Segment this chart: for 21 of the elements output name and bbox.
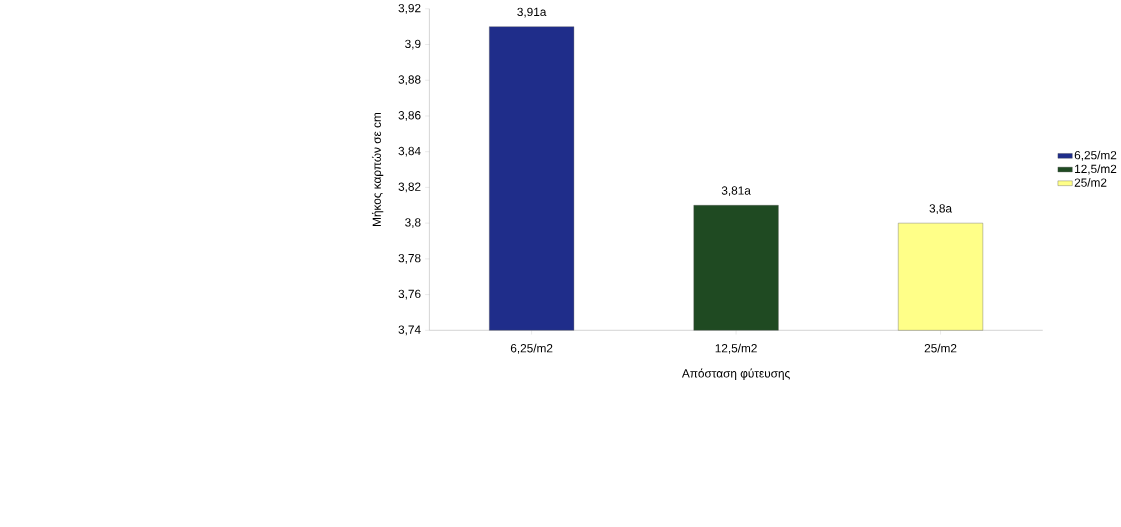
y-tick-label: 3,86	[398, 111, 421, 121]
legend-label: 6,25/m2	[1074, 150, 1117, 161]
y-tick-label: 3,88	[398, 75, 421, 86]
x-tick-label: 12,5/m2	[715, 343, 757, 354]
y-tick-label: 3,74	[398, 325, 421, 336]
y-tick-label: 3,84	[398, 146, 421, 157]
legend-label: 12,5/m2	[1075, 164, 1117, 175]
data-label: 3,91a	[517, 7, 547, 18]
y-tick-label: 3,82	[398, 182, 421, 193]
y-tick-label: 3,92	[398, 4, 421, 14]
data-label: 3,81a	[721, 186, 751, 197]
x-axis-title: Απόσταση φύτευσης	[681, 368, 790, 381]
y-tick-label: 3,78	[398, 254, 421, 264]
data-label: 3,8a	[929, 204, 953, 215]
y-tick-label: 3,9	[405, 39, 421, 50]
y-axis-title: Μήκος καρπών σε cm	[371, 113, 384, 227]
x-tick-label: 6,25/m2	[510, 343, 553, 354]
legend-label: 25/m2	[1074, 178, 1107, 187]
y-tick-label: 3,8	[405, 218, 421, 229]
x-tick-label: 25/m2	[924, 343, 957, 353]
y-tick-label: 3,76	[398, 289, 421, 300]
